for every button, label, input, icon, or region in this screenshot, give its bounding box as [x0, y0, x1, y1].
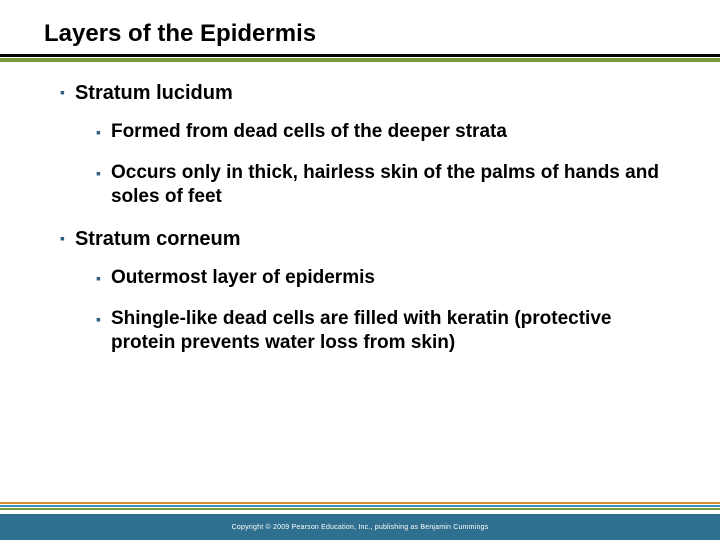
list-subitem: ▪ Shingle-like dead cells are filled wit… — [96, 307, 670, 356]
slide: Layers of the Epidermis ▪ Stratum lucidu… — [0, 0, 720, 540]
list-subitem-text: Outermost layer of epidermis — [111, 266, 375, 291]
bullet-icon: ▪ — [96, 270, 101, 286]
footer-stripes — [0, 502, 720, 510]
stripe-blue — [0, 505, 720, 507]
list-item-text: Stratum lucidum — [75, 80, 233, 106]
bullet-icon: ▪ — [60, 84, 65, 100]
list-subitem-text: Shingle-like dead cells are filled with … — [111, 307, 670, 356]
list-subitem: ▪ Occurs only in thick, hairless skin of… — [96, 161, 670, 210]
slide-title: Layers of the Epidermis — [0, 20, 720, 54]
list-item: ▪ Stratum corneum — [60, 226, 670, 252]
list-item-text: Stratum corneum — [75, 226, 241, 252]
stripe-orange — [0, 502, 720, 504]
footer-bar: Copyright © 2009 Pearson Education, Inc.… — [0, 514, 720, 540]
list-subitem-text: Formed from dead cells of the deeper str… — [111, 120, 507, 145]
list-subitem: ▪ Formed from dead cells of the deeper s… — [96, 120, 670, 145]
bullet-icon: ▪ — [96, 311, 101, 327]
underline-bottom — [0, 58, 720, 62]
bullet-icon: ▪ — [96, 165, 101, 181]
content-area: ▪ Stratum lucidum ▪ Formed from dead cel… — [0, 80, 720, 356]
list-subitem-text: Occurs only in thick, hairless skin of t… — [111, 161, 670, 210]
underline-top — [0, 54, 720, 57]
bullet-icon: ▪ — [96, 124, 101, 140]
list-subitem: ▪ Outermost layer of epidermis — [96, 266, 670, 291]
copyright-text: Copyright © 2009 Pearson Education, Inc.… — [232, 524, 489, 531]
bullet-icon: ▪ — [60, 230, 65, 246]
stripe-green — [0, 508, 720, 510]
list-item: ▪ Stratum lucidum — [60, 80, 670, 106]
title-underline — [0, 54, 720, 62]
